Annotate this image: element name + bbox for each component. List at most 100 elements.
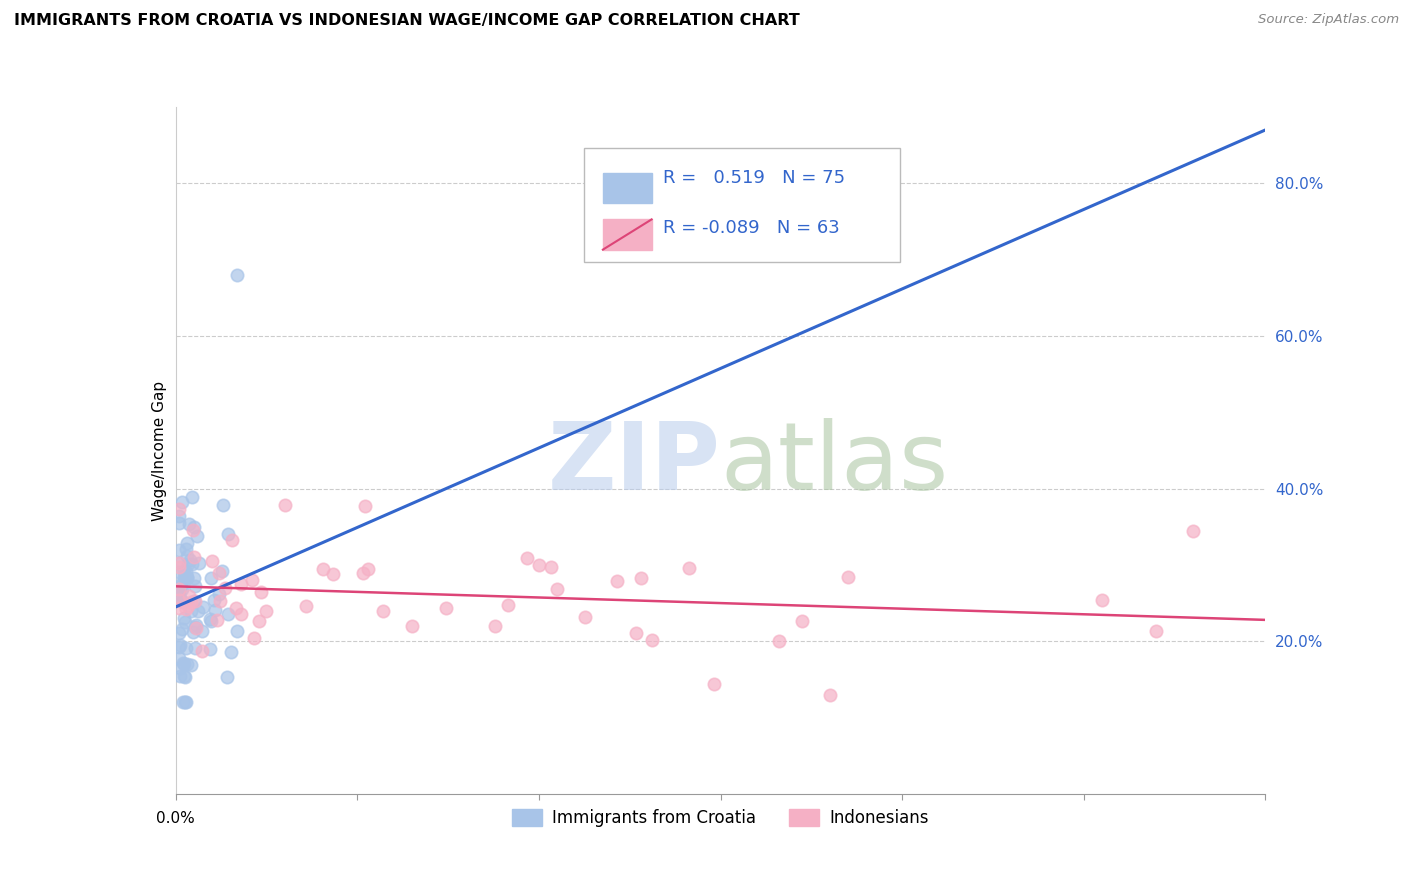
Point [353, 499, 375, 513]
Point [177, 590, 200, 604]
Point [606, 574, 628, 588]
Point [169, 668, 191, 682]
Point [183, 594, 205, 608]
Point [186, 529, 208, 543]
Point [181, 557, 204, 571]
Point [1091, 593, 1114, 607]
Point [169, 640, 191, 654]
Point [172, 495, 194, 509]
Point [176, 571, 198, 585]
Point [183, 519, 205, 533]
Point [214, 581, 236, 595]
Point [177, 558, 200, 572]
Point [188, 556, 211, 570]
Point [170, 579, 193, 593]
Point [768, 633, 790, 648]
Point [200, 614, 222, 628]
Point [790, 615, 813, 629]
Point [176, 657, 198, 671]
Point [176, 535, 198, 549]
Point [221, 533, 243, 548]
Point [249, 585, 271, 599]
Point [211, 564, 233, 578]
FancyBboxPatch shape [585, 148, 900, 261]
Point [173, 564, 195, 578]
Point [176, 569, 198, 583]
Point [229, 577, 252, 591]
Point [169, 556, 191, 570]
Point [211, 498, 233, 512]
Point [226, 268, 249, 282]
Point [176, 602, 198, 616]
Point [169, 509, 191, 524]
Point [174, 670, 197, 684]
Point [180, 604, 202, 618]
Point [184, 620, 207, 634]
Point [208, 587, 231, 601]
Point [205, 613, 228, 627]
Point [169, 593, 191, 607]
Point [200, 571, 222, 585]
Point [184, 594, 207, 608]
Point [169, 556, 191, 570]
Point [169, 501, 191, 516]
Point [183, 572, 205, 586]
Point [312, 562, 335, 576]
Point [173, 615, 195, 629]
Point [191, 643, 214, 657]
Point [247, 614, 270, 628]
Point [254, 603, 277, 617]
Point [173, 570, 195, 584]
Point [173, 610, 195, 624]
Point [173, 669, 195, 683]
Y-axis label: Wage/Income Gap: Wage/Income Gap [152, 380, 167, 521]
Point [180, 595, 202, 609]
Point [322, 567, 344, 582]
Point [243, 632, 266, 646]
Point [198, 642, 221, 657]
Legend: Immigrants from Croatia, Indonesians: Immigrants from Croatia, Indonesians [506, 802, 935, 834]
Point [1146, 624, 1168, 638]
Point [641, 632, 664, 647]
Point [174, 566, 197, 580]
Point [204, 603, 226, 617]
Point [434, 600, 457, 615]
Point [198, 612, 221, 626]
Point [226, 624, 249, 639]
Point [169, 516, 191, 531]
FancyBboxPatch shape [603, 172, 651, 202]
Point [209, 594, 232, 608]
Point [170, 622, 193, 636]
Text: Source: ZipAtlas.com: Source: ZipAtlas.com [1258, 13, 1399, 27]
Point [172, 656, 194, 670]
Point [624, 625, 647, 640]
Point [294, 599, 316, 614]
Point [174, 542, 197, 557]
Point [169, 588, 191, 602]
Point [173, 657, 195, 671]
Point [574, 610, 596, 624]
Point [184, 641, 207, 656]
Point [484, 619, 506, 633]
Point [172, 695, 194, 709]
Point [181, 523, 204, 537]
Point [630, 571, 652, 585]
Point [546, 582, 568, 597]
Text: 0.0%: 0.0% [156, 811, 195, 826]
Point [357, 561, 380, 575]
Point [169, 565, 191, 579]
Point [169, 560, 191, 574]
Point [217, 670, 239, 684]
Point [174, 695, 197, 709]
Point [703, 676, 725, 690]
Point [678, 561, 700, 575]
Point [240, 573, 263, 587]
Point [176, 549, 198, 563]
Point [183, 549, 205, 564]
Point [217, 527, 239, 541]
Point [540, 560, 562, 574]
Point [527, 558, 550, 573]
Point [173, 594, 195, 608]
Point [371, 604, 394, 618]
Point [184, 618, 207, 632]
